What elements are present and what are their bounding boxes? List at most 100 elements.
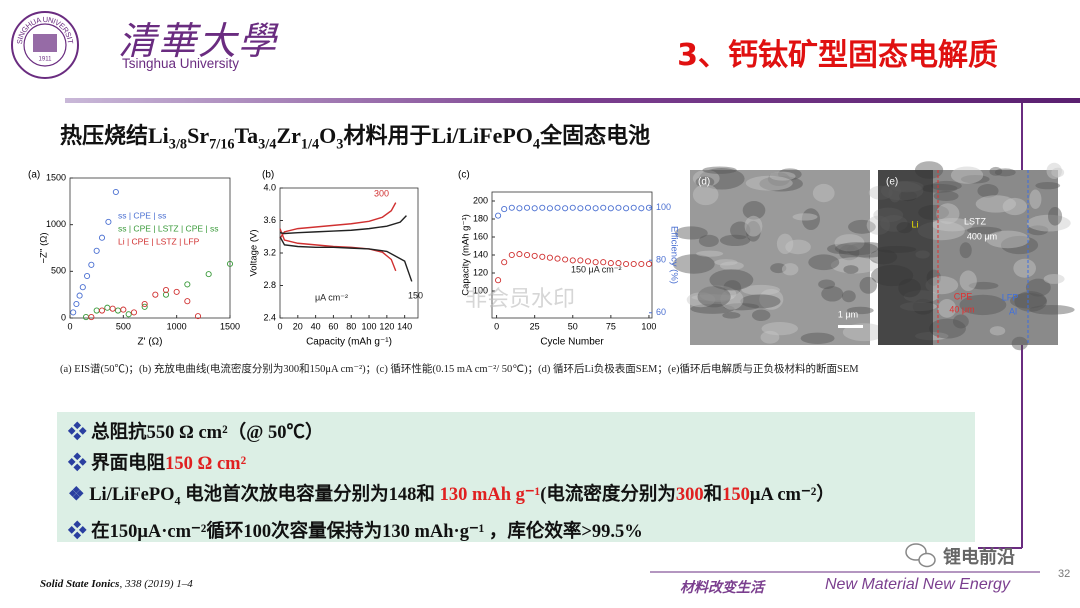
text-run: 1/4 (300, 136, 320, 153)
x-tick-label: 80 (346, 321, 356, 331)
data-point (184, 298, 191, 305)
text-run: 300 (675, 485, 704, 505)
data-point (141, 300, 148, 308)
panel-label: (a) (28, 170, 40, 181)
sem-texture (812, 183, 835, 203)
data-point (194, 313, 202, 320)
data-point (562, 205, 569, 212)
sem-texture (785, 239, 811, 255)
data-point (546, 205, 553, 212)
sem-texture (781, 263, 799, 276)
text-run: 130 mAh g⁻¹ (439, 485, 541, 505)
image-annotation: Al (1009, 306, 1017, 316)
sem-texture (838, 244, 860, 261)
data-point (577, 205, 584, 212)
sem-texture (977, 184, 999, 198)
sem-texture (834, 234, 865, 252)
sem-texture (769, 171, 796, 181)
data-point (173, 288, 180, 295)
image-annotation: LSTZ (964, 216, 987, 226)
data-point (109, 305, 116, 312)
y2-tick-label: 100 (656, 202, 671, 212)
sem-texture (751, 309, 771, 322)
sem-texture (745, 220, 761, 242)
sem-texture (742, 200, 766, 220)
y-axis-label: Capacity (mAh g⁻¹) (461, 214, 472, 296)
data-point (615, 204, 622, 211)
sem-texture (741, 284, 781, 296)
sem-texture (848, 219, 876, 234)
sem-texture (878, 170, 933, 345)
sem-texture (1013, 258, 1036, 278)
data-point (554, 204, 561, 211)
data-point (584, 258, 592, 265)
y-axis-label: Voltage (V) (249, 230, 260, 277)
data-point (76, 292, 83, 299)
y-tick-label: 180 (473, 213, 488, 223)
data-point (638, 205, 645, 212)
y-tick-label: 200 (473, 195, 488, 205)
y2-axis-label: Efficiency (%) (668, 226, 679, 284)
y-tick-label: 500 (51, 266, 66, 276)
x-tick-label: 0 (277, 321, 282, 331)
y-tick-label: 140 (473, 249, 488, 259)
logo: TSINGHUA UNIVERSITY 1911 (0, 0, 79, 79)
sem-texture (1035, 181, 1061, 190)
y-tick-label: 4.0 (263, 182, 276, 192)
data-line (279, 228, 397, 272)
sem-texture (959, 242, 972, 259)
image-annotation: LFP (1002, 292, 1019, 302)
sem-texture (692, 169, 720, 187)
data-point (105, 218, 112, 225)
sem-texture (933, 191, 959, 202)
sem-texture (936, 203, 960, 225)
data-point (104, 304, 111, 311)
text-run: Li/LiFePO (89, 485, 175, 505)
wechat-watermark: 锂电前沿 (943, 547, 1015, 568)
legend-entry: Li | CPE | LSTZ | LFP (118, 236, 200, 246)
data-point (162, 291, 170, 298)
data-point (531, 252, 538, 259)
data-point (88, 261, 95, 268)
data-point (600, 259, 607, 266)
text-run: Zr (276, 123, 301, 148)
sem-texture (720, 289, 744, 310)
sem-texture (745, 175, 793, 191)
sem-texture (696, 250, 724, 257)
bullet: ❖ 总阻抗550 Ω cm²（@ 50℃） (68, 418, 835, 449)
data-point (184, 281, 191, 288)
legend-entry: ss | CPE | ss (118, 210, 166, 220)
bullet-list: ❖ 总阻抗550 Ω cm²（@ 50℃） ❖ 界面电阻150 Ω cm² ❖ Li… (68, 418, 835, 548)
sem-texture (1026, 214, 1071, 232)
data-point (569, 257, 576, 264)
sem-texture (1002, 197, 1028, 216)
sem-texture (959, 294, 1007, 316)
sem-texture (792, 213, 818, 221)
sem-texture (937, 299, 957, 318)
data-point (645, 260, 653, 268)
bullet: ❖ 界面电阻150 Ω cm² (68, 449, 835, 480)
sem-texture (843, 265, 859, 274)
data-point (531, 205, 538, 212)
sem-texture (975, 195, 1017, 213)
y-tick-label: 2.8 (263, 280, 276, 290)
data-point (120, 306, 127, 313)
sem-texture (698, 234, 719, 247)
image-annotation: 400 μm (967, 231, 997, 241)
sem-texture (818, 279, 836, 290)
sem-texture (770, 263, 787, 274)
text-run: 3 (336, 136, 344, 153)
text-run: 界面电阻 (91, 454, 166, 474)
data-point (546, 254, 553, 261)
data-point (592, 205, 599, 212)
sem-texture (709, 269, 754, 291)
data-point (501, 259, 508, 266)
university-en: Tsinghua University (122, 56, 240, 71)
sem-texture (801, 208, 821, 231)
subtitle: 热压烧结Li3/8Sr7/16Ta3/4Zr1/4O3材料用于Li/LiFePO… (60, 118, 650, 153)
sem-texture (950, 166, 984, 184)
data-point (554, 255, 561, 262)
data-point (495, 212, 502, 219)
